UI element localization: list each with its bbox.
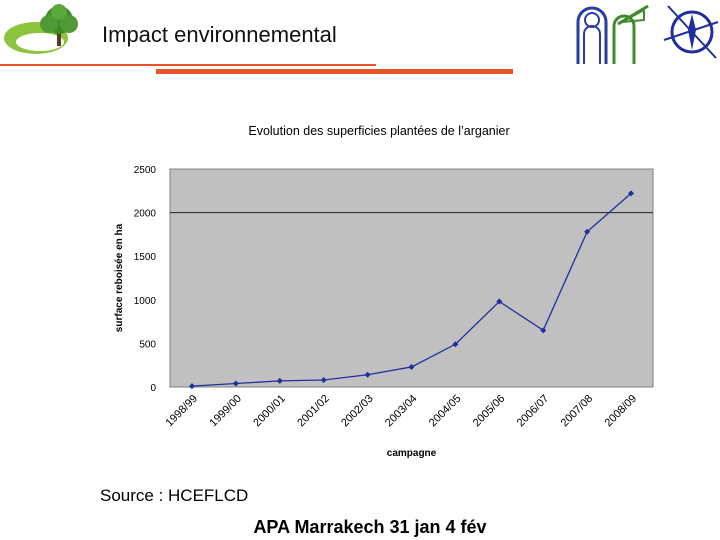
plot-area bbox=[169, 168, 654, 388]
x-tick-label: 2001/02 bbox=[295, 393, 332, 430]
y-axis-label: surface reboisée en ha bbox=[114, 223, 125, 332]
data-point bbox=[584, 228, 591, 235]
header-rule-thick bbox=[156, 69, 513, 74]
x-tick-label: 2003/04 bbox=[383, 393, 420, 430]
x-tick-label: 2006/07 bbox=[515, 393, 552, 430]
x-tick-label: 2002/03 bbox=[339, 393, 376, 430]
compass-logo-icon bbox=[662, 0, 720, 62]
page-title: Impact environnemental bbox=[102, 22, 337, 47]
x-tick-label: 2008/09 bbox=[603, 393, 640, 430]
data-point bbox=[232, 380, 239, 387]
tree-logo-icon bbox=[2, 2, 88, 58]
y-tick-label: 0 bbox=[150, 383, 156, 394]
x-tick-label: 1998/99 bbox=[163, 393, 200, 430]
x-axis-label: campagne bbox=[387, 448, 437, 459]
chart-title: Evolution des superficies plantées de l’… bbox=[248, 124, 509, 138]
y-tick-label: 500 bbox=[139, 339, 156, 350]
y-tick-label: 2000 bbox=[134, 209, 157, 220]
data-point bbox=[408, 363, 415, 370]
header-rule-thin bbox=[0, 64, 376, 66]
data-point bbox=[276, 377, 283, 384]
data-point bbox=[364, 371, 371, 378]
data-point bbox=[320, 377, 327, 384]
data-point bbox=[496, 298, 503, 305]
chart-container: Evolution des superficies plantées de l’… bbox=[98, 111, 661, 474]
arch-window-logo-icon bbox=[574, 4, 652, 66]
x-tick-label: 2000/01 bbox=[251, 393, 288, 430]
y-tick-label: 1500 bbox=[134, 252, 157, 263]
source-note: Source : HCEFLCD bbox=[100, 486, 249, 505]
x-tick-label: 2004/05 bbox=[427, 393, 464, 430]
line-chart: Evolution des superficies plantées de l’… bbox=[114, 124, 654, 459]
y-tick-label: 1000 bbox=[134, 296, 157, 307]
data-point bbox=[628, 190, 635, 197]
footer-text: APA Marrakech 31 jan 4 fév bbox=[253, 517, 487, 537]
data-point bbox=[188, 383, 195, 390]
data-point bbox=[452, 341, 459, 348]
y-tick-label: 2500 bbox=[134, 165, 157, 176]
data-point bbox=[540, 327, 547, 334]
x-tick-label: 1999/00 bbox=[207, 393, 244, 430]
x-tick-label: 2005/06 bbox=[471, 393, 508, 430]
x-tick-label: 2007/08 bbox=[559, 393, 596, 430]
